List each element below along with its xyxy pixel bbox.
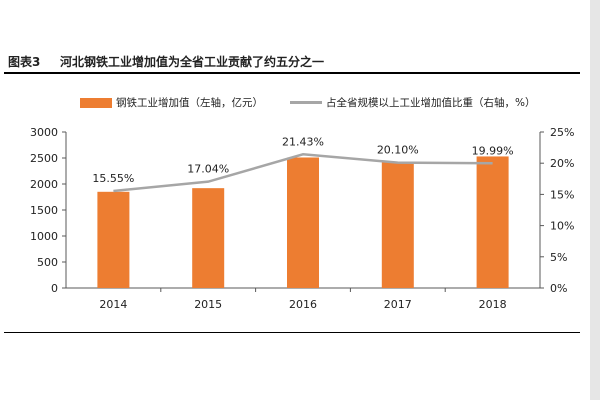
share-line bbox=[113, 153, 493, 193]
bar-2016 bbox=[287, 157, 319, 288]
figure-title: 河北钢铁工业增加值为全省工业贡献了约五分之一 bbox=[60, 55, 325, 69]
bar-2015 bbox=[192, 188, 225, 288]
line-data-label: 21.43% bbox=[282, 135, 324, 148]
left-y-tick-label: 500 bbox=[37, 256, 58, 269]
figure-label: 图表3 bbox=[8, 55, 41, 69]
legend-swatch-line bbox=[290, 101, 322, 104]
right-y-tick-label: 15% bbox=[550, 188, 574, 201]
x-tick-label: 2016 bbox=[289, 298, 317, 311]
right-y-tick-label: 20% bbox=[550, 157, 574, 170]
legend-label-bar: 钢铁工业增加值（左轴，亿元） bbox=[116, 97, 263, 109]
left-y-tick-label: 3000 bbox=[30, 126, 58, 139]
chart-legend: 钢铁工业增加值（左轴，亿元） 占全省规模以上工业增加值比重（右轴，%） bbox=[0, 95, 600, 111]
right-y-tick-label: 5% bbox=[550, 251, 567, 264]
bar-2017 bbox=[381, 162, 414, 288]
right-y-tick-label: 10% bbox=[550, 220, 574, 233]
x-tick-label: 2014 bbox=[99, 298, 127, 311]
x-tick-label: 2018 bbox=[479, 298, 507, 311]
legend-swatch-bar bbox=[80, 97, 112, 108]
left-y-tick-label: 0 bbox=[51, 282, 58, 295]
left-y-tick-label: 1000 bbox=[30, 230, 58, 243]
legend-item-bar: 钢铁工业增加值（左轴，亿元） bbox=[80, 95, 263, 110]
left-y-tick-label: 1500 bbox=[30, 204, 58, 217]
left-y-tick-label: 2500 bbox=[30, 152, 58, 165]
bar-2018 bbox=[476, 156, 509, 288]
page-edge-shade bbox=[590, 0, 600, 400]
right-y-tick-label: 25% bbox=[550, 126, 574, 139]
figure-header: 图表3 河北钢铁工业增加值为全省工业贡献了约五分之一 bbox=[4, 48, 580, 74]
line-data-label: 19.99% bbox=[472, 144, 514, 157]
legend-item-line: 占全省规模以上工业增加值比重（右轴，%） bbox=[290, 95, 535, 110]
figure-bottom-rule bbox=[4, 332, 580, 333]
right-y-tick-label: 0% bbox=[550, 282, 567, 295]
line-data-label: 17.04% bbox=[187, 163, 229, 176]
x-tick-label: 2017 bbox=[384, 298, 412, 311]
x-tick-label: 2015 bbox=[194, 298, 222, 311]
legend-label-line: 占全省规模以上工业增加值比重（右轴，%） bbox=[326, 97, 536, 109]
line-data-label: 15.55% bbox=[92, 172, 134, 185]
left-y-tick-label: 2000 bbox=[30, 178, 58, 191]
bar-2014 bbox=[97, 191, 130, 288]
line-data-label: 20.10% bbox=[377, 144, 419, 157]
